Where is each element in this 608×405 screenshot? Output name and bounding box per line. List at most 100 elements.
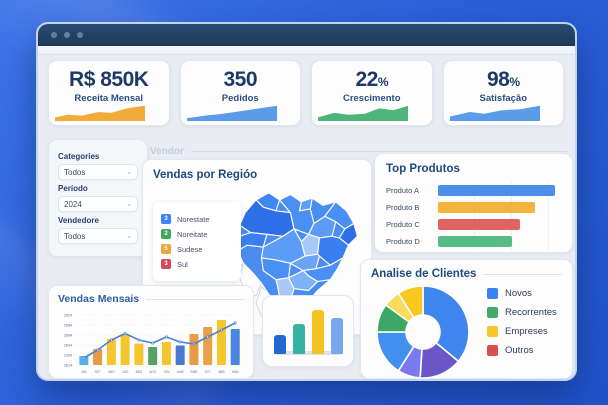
- produto-row: Produto C: [386, 216, 561, 233]
- x-axis-tick-label: JUO: [122, 370, 129, 374]
- data-point-marker: [83, 357, 85, 359]
- data-point-marker: [152, 342, 154, 344]
- x-axis-tick-label: MAB: [232, 370, 239, 374]
- window-dot[interactable]: [64, 32, 70, 38]
- trend-line: [84, 323, 235, 358]
- kpi-card: 350Pedidos: [180, 60, 302, 126]
- filter-dropdown[interactable]: Todos ⌄: [58, 164, 138, 180]
- filter-dropdown[interactable]: 2024⌄: [58, 196, 138, 212]
- vendas-mensais-panel: Vendas Mensais 202415842684262423342614J…: [48, 285, 254, 379]
- legend-swatch: [487, 326, 498, 337]
- month-bar: [134, 344, 143, 366]
- month-bar: [176, 346, 185, 366]
- produto-row: Produto D: [386, 233, 561, 250]
- y-axis-tick-label: 2614: [64, 362, 73, 367]
- window-dot[interactable]: [51, 32, 57, 38]
- kpi-value: R$ 850K: [69, 68, 148, 92]
- produto-label: Produto C: [386, 220, 438, 229]
- filter-dropdown[interactable]: Todos ⌄: [58, 228, 138, 244]
- produto-label: Produto A: [386, 186, 438, 195]
- month-bar: [203, 327, 212, 365]
- kpi-card: 98%Satisfação: [443, 60, 565, 126]
- clientes-legend-item: Outros: [487, 345, 557, 356]
- produto-bar: [438, 236, 512, 247]
- map-legend-item: 3Sul: [161, 259, 233, 269]
- analise-clientes-title: Analise de Clientes: [371, 268, 476, 280]
- window-titlebar: [38, 24, 575, 46]
- month-bar: [231, 329, 240, 365]
- chevron-down-icon: ⌄: [126, 168, 132, 176]
- top-produtos-chart: Produto A Produto B Produto C Produto D: [386, 182, 561, 250]
- window-dot[interactable]: [77, 32, 83, 38]
- x-axis-tick-label: SET: [95, 370, 101, 374]
- legend-swatch: [487, 345, 498, 356]
- produto-bar-track: [438, 219, 561, 230]
- data-point-marker: [220, 329, 222, 331]
- clientes-legend: Novos Recorrentes Empreses Outros: [487, 288, 557, 381]
- produto-bar-track: [438, 236, 561, 247]
- analise-clientes-panel: Analise de Clientes Novos Recorrentes Empr…: [360, 259, 573, 379]
- kpi-value: 350: [223, 68, 257, 92]
- produto-bar: [438, 219, 520, 230]
- legend-swatch: 3: [161, 214, 171, 224]
- kpi-value-suffix: %: [378, 75, 388, 89]
- kpi-value: 22%: [355, 68, 388, 92]
- filter-value: Todos: [64, 232, 85, 241]
- kpi-sparkline: [450, 103, 540, 121]
- clientes-legend-item: Novos: [487, 288, 557, 299]
- clientes-legend-item: Empreses: [487, 326, 557, 337]
- filter-label: Vendedore: [58, 216, 138, 225]
- data-point-marker: [207, 336, 209, 338]
- vendas-mensais-chart: 202415842684262423342614JANSETABGJUOABGA…: [58, 307, 244, 379]
- produto-bar: [438, 185, 555, 196]
- data-point-marker: [165, 336, 167, 338]
- mini-bar: [312, 310, 324, 354]
- data-point-marker: [97, 349, 99, 351]
- top-produtos-title: Top Produtos: [386, 163, 460, 175]
- legend-label: Norestate: [177, 215, 210, 224]
- filter-sidebar: Categories Todos ⌄ Período 2024⌄ Vendedore Tod…: [48, 139, 148, 257]
- month-bar: [148, 347, 157, 365]
- legend-label: Sudese: [177, 245, 202, 254]
- x-axis-tick-label: ABG: [136, 370, 143, 374]
- x-axis-tick-label: AMB: [177, 370, 184, 374]
- filter-value: Todos: [64, 168, 85, 177]
- legend-swatch: [487, 307, 498, 318]
- chevron-down-icon: ⌄: [126, 200, 132, 208]
- kpi-value-suffix: %: [509, 75, 519, 89]
- produto-row: Produto B: [386, 199, 561, 216]
- kpi-card: 22%Crescimento: [311, 60, 433, 126]
- filter-label: Período: [58, 184, 138, 193]
- y-axis-tick-label: 2624: [64, 342, 73, 347]
- x-axis-tick-label: ABG: [108, 370, 115, 374]
- data-point-marker: [124, 332, 126, 334]
- legend-label: Noreitate: [177, 230, 207, 239]
- section-header-label: Vendor: [150, 146, 184, 157]
- kpi-sparkline: [187, 103, 277, 121]
- mini-bar: [331, 318, 343, 354]
- kpi-value: 98%: [487, 68, 520, 92]
- produto-label: Produto D: [386, 237, 438, 246]
- legend-label: Sul: [177, 260, 188, 269]
- produto-row: Produto A: [386, 182, 561, 199]
- y-axis-tick-label: 2684: [64, 332, 73, 337]
- top-produtos-panel: Top Produtos Produto A Produto B Produto C…: [374, 153, 573, 253]
- data-point-marker: [138, 339, 140, 341]
- produto-bar-track: [438, 202, 561, 213]
- dashboard-content: R$ 850KReceita Mensal350Pedidos22%Cresci…: [38, 55, 575, 381]
- app-window: R$ 850KReceita Mensal350Pedidos22%Cresci…: [36, 22, 577, 381]
- mini-bar: [274, 335, 286, 354]
- chevron-down-icon: ⌄: [126, 232, 132, 240]
- x-axis-tick-label: SMB: [191, 370, 198, 374]
- kpi-row: R$ 850KReceita Mensal350Pedidos22%Cresci…: [48, 60, 564, 126]
- x-axis-tick-label: AGS: [149, 370, 156, 374]
- month-bar: [162, 342, 171, 365]
- kpi-card: R$ 850KReceita Mensal: [48, 60, 170, 126]
- kpi-sparkline: [318, 103, 408, 121]
- data-point-marker: [110, 339, 112, 341]
- clientes-legend-item: Recorrentes: [487, 307, 557, 318]
- x-axis-tick-label: JAN: [81, 370, 88, 374]
- month-bar: [121, 335, 130, 365]
- filter-label: Categories: [58, 152, 138, 161]
- map-legend-item: 2Noreitate: [161, 229, 233, 239]
